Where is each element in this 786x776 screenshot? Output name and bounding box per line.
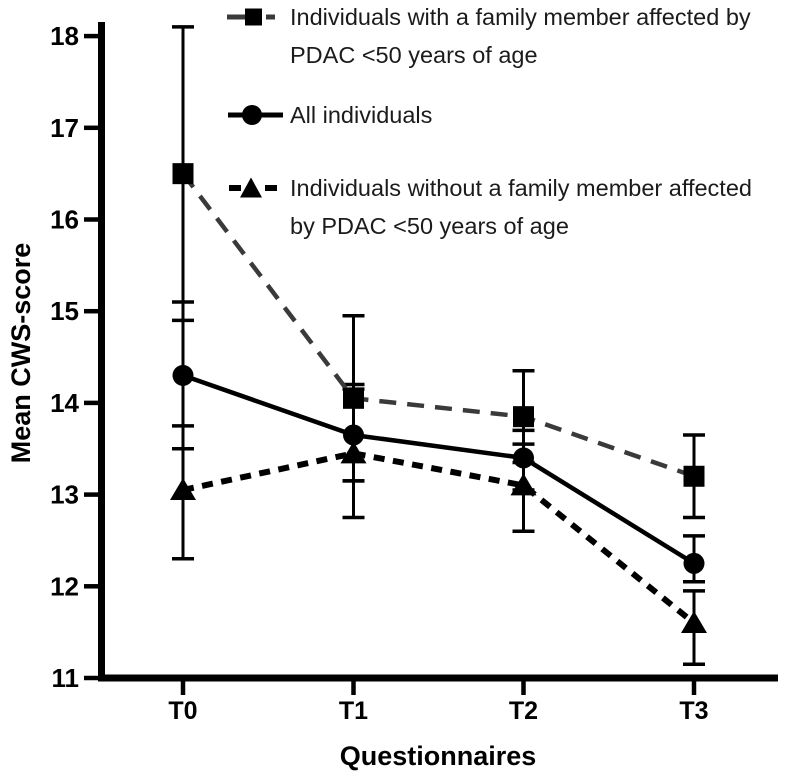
- legend-label: All individuals: [290, 96, 432, 134]
- data-point-triangle-T2: [510, 473, 537, 496]
- legend-marker-triangle-dashed-icon: [229, 177, 277, 198]
- legend-label-line: Individuals without a family member affe…: [290, 175, 752, 201]
- data-point-circle-T3: [683, 552, 705, 574]
- data-point-square-T2: [513, 406, 534, 428]
- x-tick-label-T2: T2: [509, 697, 538, 725]
- legend-item-without-family-member: Individuals without a family member affe…: [226, 169, 752, 245]
- data-point-triangle-T0: [170, 478, 196, 501]
- legend-label-line: PDAC <50 years of age: [290, 42, 538, 68]
- y-tick-label-14: 14: [50, 388, 79, 418]
- y-axis-title: Mean CWS-score: [6, 243, 36, 464]
- data-point-triangle-T1: [340, 441, 367, 464]
- data-point-square-T0: [172, 163, 194, 185]
- x-tick-label-T1: T1: [339, 697, 368, 725]
- data-point-triangle-T3: [681, 610, 707, 633]
- legend-label-line: Individuals with a family member affecte…: [290, 4, 751, 30]
- y-tick-label-11: 11: [52, 663, 80, 693]
- y-tick-label-17: 17: [50, 113, 79, 143]
- y-tick-label-16: 16: [50, 205, 79, 235]
- legend-label: Individuals without a family member affe…: [290, 169, 752, 245]
- data-point-circle-T0: [172, 364, 194, 386]
- series-line-triangle: [182, 450, 696, 626]
- series-line-square: [181, 172, 695, 479]
- data-point-circle-T2: [513, 447, 534, 469]
- legend-label-line: by PDAC <50 years of age: [290, 213, 569, 239]
- legend-label-line: All individuals: [290, 102, 433, 128]
- series-line-circle: [182, 373, 696, 566]
- legend-item-with-family-member: Individuals with a family member affecte…: [226, 0, 751, 74]
- y-tick-label-13: 13: [50, 480, 79, 510]
- data-point-circle-T1: [343, 424, 364, 446]
- y-tick-label-18: 18: [50, 21, 79, 51]
- x-axis-title: Questionnaires: [340, 741, 537, 771]
- legend-item-all-individuals: All individuals: [226, 96, 432, 134]
- data-point-square-T3: [683, 465, 705, 487]
- x-tick-label-T3: T3: [679, 697, 708, 725]
- legend-marker-circle-solid-icon: [228, 105, 283, 125]
- y-tick-label-15: 15: [50, 296, 79, 326]
- legend-label: Individuals with a family member affecte…: [290, 0, 751, 74]
- y-tick-label-12: 12: [50, 571, 79, 601]
- x-tick-label-T0: T0: [168, 697, 197, 725]
- legend-marker-square-dashed-icon: [227, 8, 275, 26]
- data-point-square-T1: [343, 387, 364, 409]
